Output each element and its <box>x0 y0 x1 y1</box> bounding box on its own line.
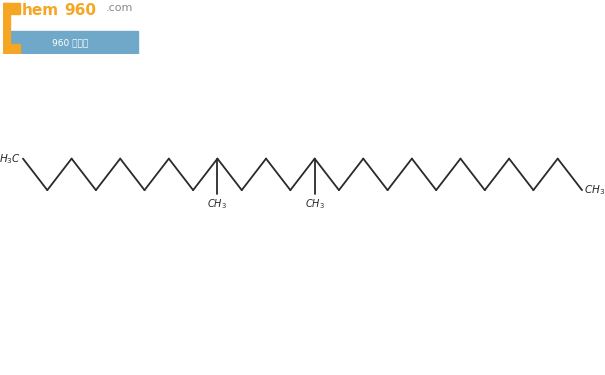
Text: 960: 960 <box>64 3 96 18</box>
Text: $CH_3$: $CH_3$ <box>584 183 605 197</box>
Text: $CH_3$: $CH_3$ <box>305 197 325 211</box>
Text: .com: .com <box>105 3 132 13</box>
Text: $H_3C$: $H_3C$ <box>0 152 21 165</box>
Bar <box>3 3 10 44</box>
Bar <box>3 31 138 54</box>
Bar <box>3 3 20 14</box>
Text: 960 化工网: 960 化工网 <box>51 38 88 47</box>
Text: hem: hem <box>22 3 59 18</box>
Text: $CH_3$: $CH_3$ <box>208 197 227 211</box>
Bar <box>3 44 20 54</box>
